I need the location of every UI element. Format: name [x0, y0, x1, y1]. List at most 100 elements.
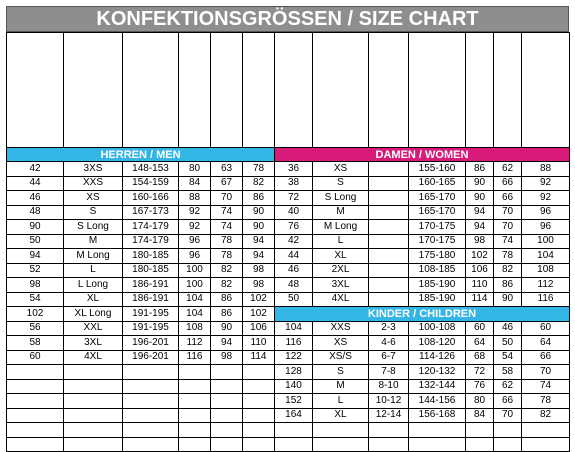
kids-cell: 7-8	[368, 364, 409, 380]
kids-cell: 80	[465, 393, 494, 409]
kids-cell: 76	[465, 378, 494, 394]
women-cell	[368, 219, 409, 235]
women-cell	[368, 291, 409, 307]
men-cell: L Long	[63, 277, 123, 293]
men-cell: XXS	[63, 175, 123, 191]
women-cell: 96	[521, 219, 570, 235]
kids-cell	[312, 422, 369, 438]
men-cell	[242, 436, 275, 452]
table-row: 90 S Long 174-179 92 74 90 76 M Long 170-175 94 70…	[6, 219, 570, 235]
kids-cell: 54	[493, 349, 522, 365]
kids-cell: 60	[465, 320, 494, 336]
kids-cell: 68	[465, 349, 494, 365]
women-cell: 74	[493, 233, 522, 249]
women-cell: 44	[274, 248, 313, 264]
header-height-men: Körpergröße/Height	[122, 32, 179, 148]
men-cell: 102	[242, 306, 275, 322]
kids-cell: 64	[521, 335, 570, 351]
header-eu-men: EU Sizes	[6, 32, 64, 148]
men-cell: 92	[178, 219, 211, 235]
kids-cell: 58	[493, 364, 522, 380]
men-cell: 98	[242, 277, 275, 293]
kids-cell: 132-144	[408, 378, 466, 394]
men-cell: 191-195	[122, 306, 179, 322]
kids-cell: 156-168	[408, 407, 466, 423]
women-cell: 46	[274, 262, 313, 278]
men-cell	[242, 422, 275, 438]
women-cell: 3XL	[312, 277, 369, 293]
women-cell: 155-160	[408, 161, 466, 177]
men-cell: 42	[6, 161, 64, 177]
kids-cell: 116	[274, 335, 313, 351]
women-cell: 98	[465, 233, 494, 249]
women-cell: 104	[521, 248, 570, 264]
women-cell: 102	[465, 248, 494, 264]
women-cell: 170-175	[408, 233, 466, 249]
women-cell: 116	[521, 291, 570, 307]
men-cell: 90	[210, 320, 243, 336]
men-cell: 50	[6, 233, 64, 249]
kids-cell	[493, 422, 522, 438]
women-cell: 90	[465, 175, 494, 191]
table-row: 128 S 7-8 120-132 72 58 70	[6, 364, 570, 380]
women-cell: 70	[493, 219, 522, 235]
men-cell: 174-179	[122, 219, 179, 235]
women-cell: XS	[312, 161, 369, 177]
men-cell: 100	[178, 262, 211, 278]
women-cell	[368, 248, 409, 264]
size-chart: KONFEKTIONSGRÖSSEN / SIZE CHART EU Sizes…	[6, 6, 570, 452]
table-row: 54 XL 186-191 104 86 102 50 4XL 185-190 114 90 116	[6, 291, 570, 307]
kids-cell: 66	[493, 393, 522, 409]
header-chest-women: Brustumfang/Chest circumference (1)	[465, 32, 494, 148]
table-row: 58 3XL 196-201 112 94 110 116 XS 4-6 108-120 64 50 6…	[6, 335, 570, 351]
women-cell: 40	[274, 204, 313, 220]
kids-cell: 114-126	[408, 349, 466, 365]
men-cell: 94	[210, 335, 243, 351]
men-cell: M	[63, 233, 123, 249]
kids-cell: 64	[465, 335, 494, 351]
men-cell	[63, 393, 123, 409]
men-cell: 94	[242, 248, 275, 264]
kids-cell	[465, 422, 494, 438]
men-cell: 86	[210, 306, 243, 322]
section-men: HERREN / MEN	[6, 147, 275, 162]
men-cell: 110	[242, 335, 275, 351]
men-cell	[63, 364, 123, 380]
kids-cell	[312, 436, 369, 452]
women-cell: 108-185	[408, 262, 466, 278]
women-cell: 90	[465, 190, 494, 206]
women-cell: M	[312, 204, 369, 220]
kids-cell: XXS	[312, 320, 369, 336]
kids-cell	[521, 436, 570, 452]
women-cell: 96	[521, 204, 570, 220]
women-cell: 2XL	[312, 262, 369, 278]
header-waist-women: Taillenumfang/Waist circumference (2)	[493, 32, 522, 148]
kids-cell: 50	[493, 335, 522, 351]
women-cell: 36	[274, 161, 313, 177]
men-cell: XL	[63, 291, 123, 307]
men-cell: 100	[178, 277, 211, 293]
men-cell: 58	[6, 335, 64, 351]
size-table: EU SizesUNISEX/US SizesKörpergröße/Heigh…	[6, 32, 570, 452]
kids-cell: 144-156	[408, 393, 466, 409]
men-cell	[122, 407, 179, 423]
men-cell	[178, 407, 211, 423]
men-cell: 82	[242, 175, 275, 191]
men-cell: 196-201	[122, 335, 179, 351]
men-cell: 102	[6, 306, 64, 322]
men-cell: 186-191	[122, 277, 179, 293]
table-row: 164 XL 12-14 156-168 84 70 82	[6, 407, 570, 423]
men-cell: 174-179	[122, 233, 179, 249]
women-cell: 110	[465, 277, 494, 293]
women-cell: 160-165	[408, 175, 466, 191]
men-cell: 104	[178, 291, 211, 307]
header-hip-women: Hüftumfang/Hip circumference (3)	[521, 32, 570, 148]
men-cell: 74	[210, 204, 243, 220]
men-cell: 90	[242, 204, 275, 220]
men-cell: 86	[210, 291, 243, 307]
kids-cell: 70	[493, 407, 522, 423]
women-cell: 165-170	[408, 190, 466, 206]
women-cell: 92	[521, 175, 570, 191]
men-cell	[6, 364, 64, 380]
header-waist-men: Taillenumfang/Waist circumference (2)	[210, 32, 243, 148]
